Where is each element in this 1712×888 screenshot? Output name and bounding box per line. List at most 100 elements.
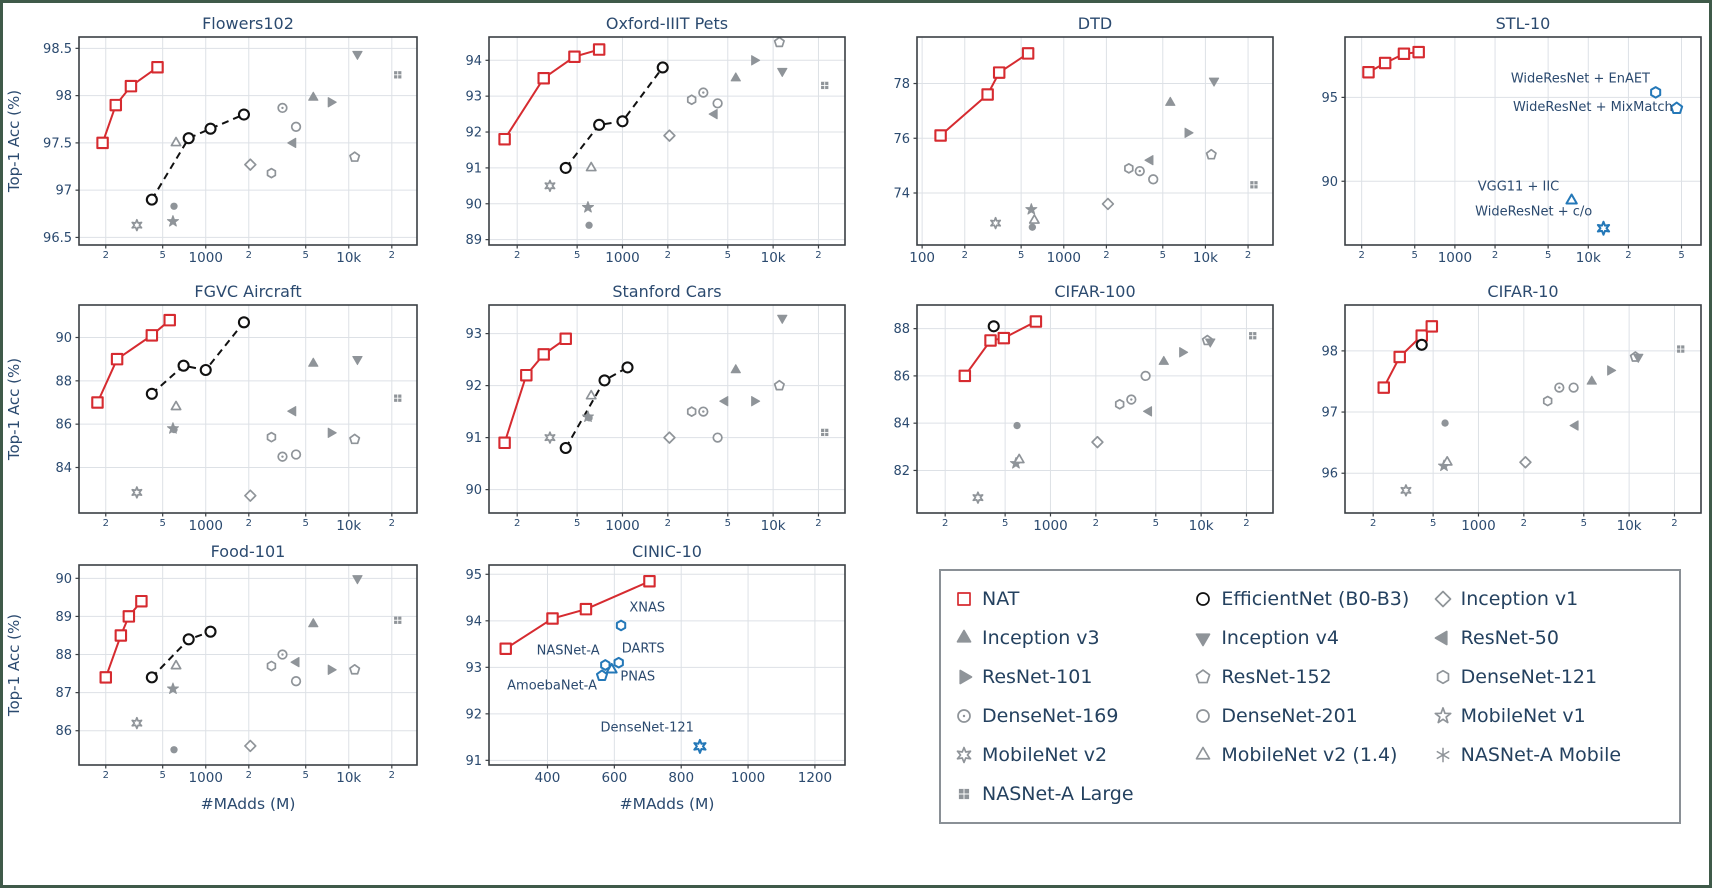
y-axis-label: Top-1 Acc (%)	[5, 90, 23, 193]
chart-title: FGVC Aircraft	[194, 282, 301, 301]
y-tick-label: 98	[55, 89, 72, 104]
chart-title: DTD	[1078, 14, 1112, 33]
y-tick-label: 91	[465, 161, 482, 176]
marker-Inception v4	[1208, 77, 1220, 87]
marker-ResNet-50	[1569, 420, 1579, 431]
y-tick-label: 88	[55, 648, 72, 663]
y-tick-label: 90	[1321, 175, 1338, 190]
legend-marker-icon-MobileNet v2 (1.4)	[1195, 746, 1211, 760]
marker-NAT	[568, 50, 581, 63]
marker-MobileNet v2	[1400, 484, 1412, 497]
marker-ResNet-152	[1205, 148, 1217, 160]
x-tick-label: 1200	[798, 770, 832, 786]
marker-NAT	[520, 368, 533, 382]
marker-MobileNet v2 (1.4)	[585, 161, 597, 172]
marker-ResNet-152	[1195, 669, 1211, 684]
marker-NAT	[498, 436, 511, 450]
marker-EfficientNet (B0-B3)	[182, 633, 195, 646]
legend-label: DenseNet-201	[1221, 705, 1358, 727]
x-tick-label: 2	[815, 250, 821, 261]
annotation: NASNet-A	[537, 643, 600, 658]
chart-cinic-10: XNAS NASNet-A DARTS PNAS AmoebaNet-A DenseNet…	[431, 541, 859, 871]
chart-title: CINIC-10	[632, 542, 702, 561]
y-tick-label: 97	[55, 184, 72, 199]
x-tick-label: 2	[103, 518, 109, 529]
marker-EfficientNet (B0-B3)	[204, 122, 217, 135]
legend-label: DenseNet-169	[982, 705, 1119, 727]
legend-marker-icon-NASNet-A Large	[958, 788, 970, 800]
x-tick-label: 1000	[1461, 518, 1495, 534]
marker-EfficientNet (B0-B3)	[621, 361, 634, 374]
legend-item-DenseNet-121: DenseNet-121	[1432, 662, 1671, 692]
marker-ResNet-101	[1179, 347, 1189, 358]
marker-NAT	[110, 352, 124, 366]
legend-item-DenseNet-201: DenseNet-201	[1192, 701, 1431, 731]
legend-label: EfficientNet (B0-B3)	[1221, 588, 1410, 610]
y-tick-label: 76	[893, 132, 910, 147]
marker-NAT	[114, 629, 128, 642]
legend-marker-icon-ResNet-152	[1195, 669, 1211, 684]
marker-DenseNet-121	[693, 738, 707, 754]
marker-NAT	[992, 66, 1006, 79]
y-tick-label: 86	[893, 369, 910, 384]
marker-EfficientNet (B0-B3)	[237, 108, 250, 121]
legend-item-MobileNet v2: MobileNet v2	[953, 740, 1192, 770]
marker-DenseNet-121	[266, 660, 277, 672]
marker-DenseNet-201	[712, 432, 723, 443]
marker-NASNet-A	[600, 659, 611, 671]
marker-DenseNet-201	[1140, 370, 1151, 382]
marker-ResNet-50	[1143, 406, 1153, 417]
marker-Inception v4	[352, 355, 363, 366]
marker-NAT	[151, 61, 164, 74]
legend-marker-icon-DenseNet-121	[1436, 669, 1449, 685]
x-tick-label: 5	[725, 250, 731, 261]
marker-ResNet-50	[287, 137, 297, 149]
chart-fgvc-aircraft: 2 5 1000 2 5 10k 2 84 86 88 90 FGVC Aircraft Top-1 A…	[3, 279, 431, 541]
line-NAT	[503, 48, 600, 140]
marker-NASNet-A Mobile	[1441, 419, 1449, 427]
marker-ResNet-101	[751, 396, 761, 407]
marker-DenseNet-201	[290, 676, 302, 687]
x-tick-label: 1000	[189, 250, 223, 266]
marker-ResNet-50	[719, 396, 729, 407]
marker-MobileNet v2	[131, 486, 143, 499]
y-tick-label: 93	[465, 90, 482, 105]
marker-EfficientNet (B0-B3)	[559, 161, 572, 174]
line-NAT	[939, 52, 1029, 137]
chart-title: STL-10	[1496, 14, 1551, 33]
y-tick-label: 98.5	[43, 42, 72, 57]
annotation: VGG11 + IIC	[1478, 180, 1560, 195]
legend-item-MobileNet v1: MobileNet v1	[1432, 701, 1671, 731]
legend-item-Inception v1: Inception v1	[1432, 584, 1671, 614]
legend-label: ResNet-101	[982, 666, 1093, 688]
annotation: WideResNet + EnAET	[1511, 71, 1650, 86]
legend-item-NASNet-A Mobile: NASNet-A Mobile	[1432, 740, 1671, 770]
chart-svg: 2 5 1000 2 5 10k 2 84 86 88 90 FGVC Aircraft Top-1 A…	[5, 282, 418, 534]
legend-marker-icon-DenseNet-201	[1196, 709, 1211, 723]
marker-NAT	[124, 79, 138, 93]
marker-AmoebaNet-A	[595, 669, 609, 681]
legend-label: MobileNet v2 (1.4)	[1221, 744, 1398, 766]
x-tick-label: 5	[159, 518, 165, 529]
x-tick-label: 100	[909, 250, 935, 266]
marker-ResNet-101	[1607, 365, 1617, 376]
line-NAT	[505, 580, 650, 650]
y-tick-label: 74	[893, 187, 910, 202]
x-tick-label: 5	[574, 518, 580, 529]
line-NAT	[101, 66, 159, 144]
chart-stanford-cars: 2 5 1000 2 5 10k 2 90 91 92 93 Stanford Cars	[431, 279, 859, 541]
marker-NAT	[997, 331, 1011, 345]
x-tick-label: 1000	[605, 518, 639, 534]
y-tick-label: 94	[465, 54, 482, 69]
y-tick-label: 90	[465, 197, 482, 212]
legend-item-Inception v4: Inception v4	[1192, 623, 1431, 653]
marker-EfficientNet (B0-B3)	[559, 441, 572, 455]
marker-ResNet-50	[290, 656, 300, 668]
marker-DenseNet-121	[1114, 398, 1125, 410]
marker-EfficientNet (B0-B3)	[598, 374, 611, 387]
chart-title: CIFAR-100	[1054, 282, 1135, 301]
y-tick-label: 89	[55, 610, 72, 625]
marker-EfficientNet (B0-B3)	[656, 61, 669, 74]
annotation: DenseNet-121	[601, 721, 694, 736]
y-tick-label: 96.5	[43, 231, 72, 246]
